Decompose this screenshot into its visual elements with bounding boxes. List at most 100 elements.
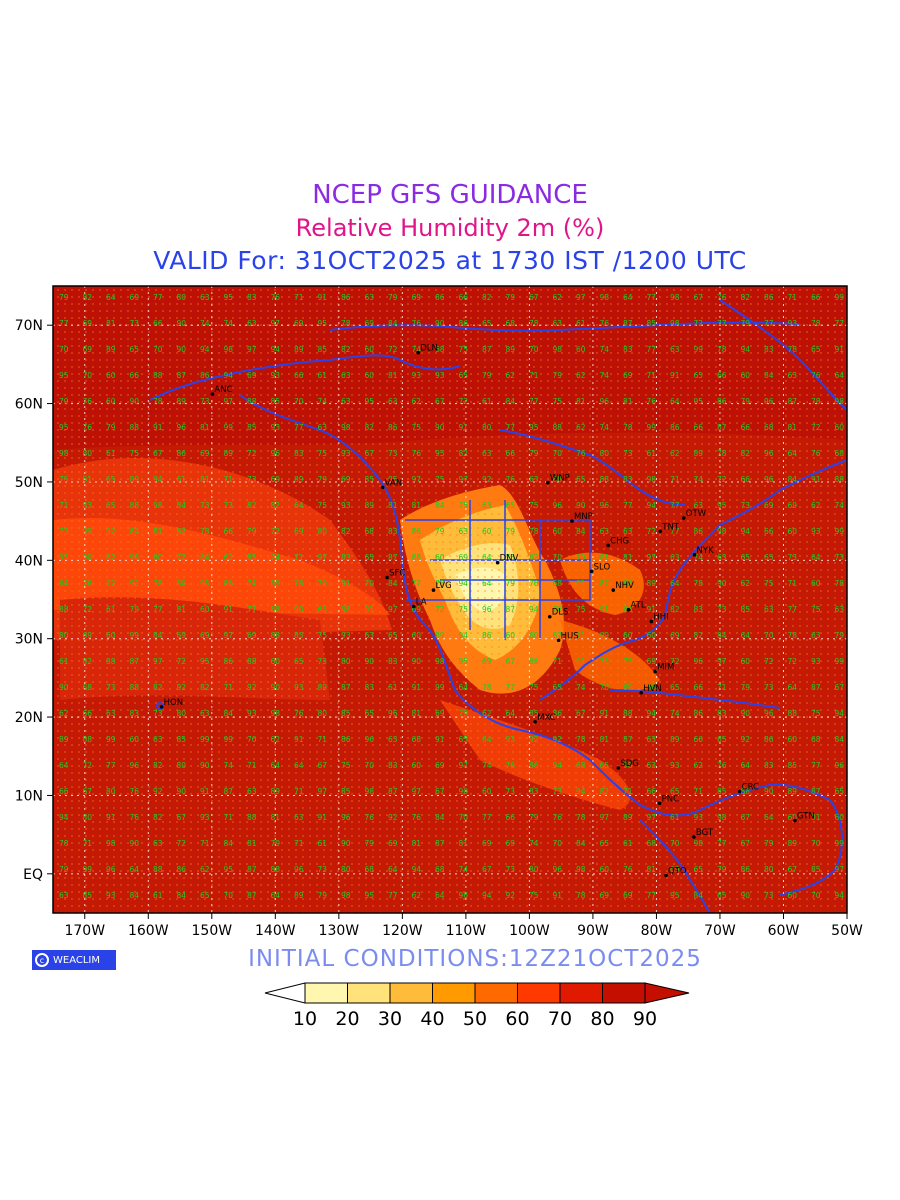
grid-value-label: 72	[459, 397, 469, 406]
y-tick-label: 30N	[15, 632, 43, 648]
grid-value-label: 91	[294, 735, 304, 744]
grid-value-label: 98	[717, 527, 727, 536]
grid-value-label: 66	[153, 319, 163, 328]
grid-value-label: 84	[130, 527, 140, 536]
grid-value-label: 76	[647, 397, 657, 406]
grid-value-label: 71	[83, 839, 93, 848]
grid-value-label: 78	[576, 735, 586, 744]
grid-value-label: 69	[506, 839, 516, 848]
grid-value-label: 81	[647, 865, 657, 874]
grid-value-label: 64	[670, 579, 680, 588]
grid-value-label: 73	[247, 475, 257, 484]
grid-value-label: 76	[506, 475, 516, 484]
grid-value-label: 74	[600, 345, 610, 354]
station-marker	[556, 638, 561, 643]
legend-label: 70	[548, 1008, 572, 1030]
grid-value-label: 62	[529, 553, 539, 562]
grid-value-label: 66	[647, 787, 657, 796]
grid-value-label: 96	[482, 605, 492, 614]
grid-value-label: 72	[647, 527, 657, 536]
grid-value-label: 79	[741, 683, 751, 692]
station-label: DNV	[500, 554, 519, 564]
station-label: MNP	[574, 512, 593, 522]
grid-value-label: 73	[200, 501, 210, 510]
grid-value-label: 83	[623, 345, 633, 354]
station-marker	[664, 873, 668, 878]
grid-value-label: 95	[224, 293, 234, 302]
grid-value-label: 94	[224, 371, 234, 380]
grid-value-label: 90	[576, 501, 586, 510]
grid-value-label: 79	[506, 527, 516, 536]
station-label: MIM	[657, 663, 674, 673]
grid-value-label: 97	[412, 787, 422, 796]
grid-value-label: 96	[177, 423, 187, 432]
grid-value-label: 74	[200, 319, 210, 328]
station-label: SDG	[620, 759, 639, 769]
x-tick-label: 170W	[64, 923, 105, 939]
grid-value-label: 65	[365, 709, 375, 718]
grid-value-label: 72	[177, 839, 187, 848]
grid-value-label: 63	[670, 553, 680, 562]
grid-value-label: 76	[130, 787, 140, 796]
grid-value-label: 69	[764, 501, 774, 510]
grid-value-label: 99	[83, 865, 93, 874]
grid-value-label: 80	[318, 527, 328, 536]
grid-value-label: 65	[717, 735, 727, 744]
station-label: CRC	[742, 783, 759, 793]
station-label: WNP	[550, 474, 570, 484]
grid-value-label: 65	[670, 787, 680, 796]
grid-value-label: 93	[788, 319, 798, 328]
west-coastline	[239, 394, 456, 691]
grid-value-label: 88	[623, 709, 633, 718]
grid-value-label: 68	[647, 839, 657, 848]
grid-value-label: 82	[741, 293, 751, 302]
grid-value-label: 91	[318, 813, 328, 822]
legend-swatch	[347, 982, 391, 1004]
grid-value-label: 79	[271, 839, 281, 848]
grid-value-label: 76	[717, 761, 727, 770]
grid-value-label: 98	[623, 761, 633, 770]
grid-value-label: 81	[412, 501, 422, 510]
station-label: GTN	[797, 812, 815, 822]
grid-value-label: 96	[388, 709, 398, 718]
grid-value-label: 84	[576, 527, 586, 536]
grid-value-label: 90	[130, 839, 140, 848]
grid-value-label: 75	[811, 605, 821, 614]
grid-value-label: 75	[318, 449, 328, 458]
grid-value-label: 98	[435, 657, 445, 666]
grid-value-label: 86	[741, 865, 751, 874]
grid-value-label: 92	[506, 891, 516, 900]
grid-value-label: 60	[600, 865, 610, 874]
grid-value-label: 62	[271, 735, 281, 744]
grid-value-label: 62	[506, 371, 516, 380]
grid-value-label: 69	[200, 631, 210, 640]
grid-value-label: 87	[247, 865, 257, 874]
grid-value-label: 90	[59, 683, 69, 692]
grid-value-label: 63	[670, 345, 680, 354]
grid-value-label: 89	[788, 787, 798, 796]
grid-value-label: 62	[694, 761, 704, 770]
grid-value-label: 63	[200, 293, 210, 302]
grid-value-label: 64	[623, 293, 633, 302]
station-label: LA	[416, 598, 427, 608]
grid-value-label: 80	[177, 293, 187, 302]
grid-value-label: 64	[482, 579, 492, 588]
grid-value-label: 62	[412, 891, 422, 900]
grid-value-label: 81	[412, 709, 422, 718]
grid-value-label: 60	[835, 423, 845, 432]
station-marker	[159, 705, 164, 709]
grid-value-label: 69	[247, 371, 257, 380]
grid-value-label: 81	[106, 319, 116, 328]
station-marker	[546, 480, 550, 485]
grid-value-label: 87	[811, 787, 821, 796]
grid-value-label: 70	[224, 891, 234, 900]
grid-value-label: 91	[435, 735, 445, 744]
grid-value-label: 60	[200, 605, 210, 614]
grid-value-label: 78	[341, 319, 351, 328]
arctic-coastline	[329, 321, 801, 332]
grid-value-label: 61	[83, 475, 93, 484]
grid-value-label: 96	[835, 761, 845, 770]
grid-value-label: 60	[623, 631, 633, 640]
grid-value-label: 89	[294, 475, 304, 484]
station-marker	[692, 553, 697, 557]
